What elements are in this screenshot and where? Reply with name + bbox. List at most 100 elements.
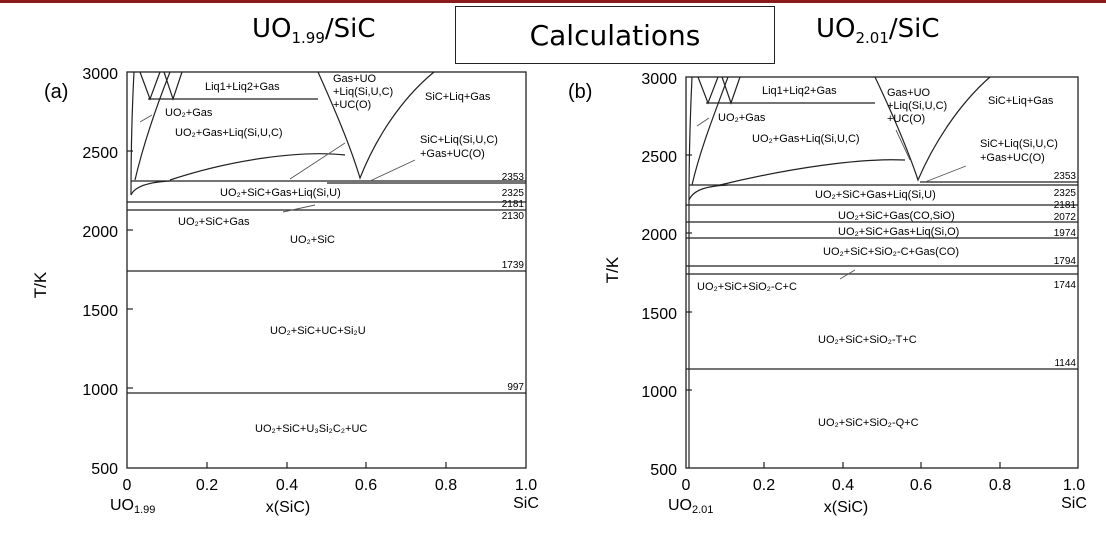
region-gas-uo2-3: +UC(O) (333, 99, 371, 111)
region-uo2-sic-sio2c-gas: UO₂+SiC+SiO₂-C+Gas(CO) (823, 246, 959, 258)
calculations-label: Calculations (529, 18, 701, 52)
region-uo2-gas: UO₂+Gas (718, 112, 766, 124)
liq-curve-b (719, 159, 906, 186)
region-uo2-sic-gas-liq: UO₂+SiC+Gas+Liq(Si,U) (220, 187, 341, 199)
panel-a-label: (a) (44, 81, 68, 103)
region-sic-liq-2: +Gas+UC(O) (420, 148, 485, 160)
eutectic-v-b (874, 76, 991, 182)
region-uo2-sic-sio2t-c: UO₂+SiC+SiO₂-T+C (818, 334, 917, 346)
temp-2353: 2353 (502, 172, 525, 183)
panel-b-xlabel: x(SiC) (824, 499, 868, 516)
region-uo2-sic-gas: UO₂+SiC+Gas (178, 216, 250, 228)
temp-2325: 2325 (1054, 188, 1077, 199)
temp-2130: 2130 (502, 211, 525, 222)
region-uo2-gas: UO₂+Gas (165, 107, 213, 119)
calculations-box: Calculations (455, 6, 775, 64)
temp-1974: 1974 (1054, 228, 1077, 239)
liq-dome-a (139, 71, 161, 101)
panel-b-temps: 2353 2325 2181 2072 1974 1794 1744 1144 (1054, 171, 1077, 369)
region-uo2-sic-u3si2c2-uc: UO₂+SiC+U₃Si₂C₂+UC (255, 423, 367, 435)
region-sic-liq-1: SiC+Liq(Si,U,C) (420, 134, 498, 146)
temp-2181: 2181 (502, 199, 525, 210)
panel-b-label: (b) (568, 81, 592, 103)
panel-b-left-end: UO2.01 (668, 497, 713, 516)
region-sic-liq-gas: SiC+Liq+Gas (988, 95, 1054, 107)
temp-2072: 2072 (1054, 212, 1077, 223)
panel-b-xticks: 0 0.2 0.4 0.6 0.8 1.0 (682, 477, 1086, 494)
panel-b-regions: Liq1+Liq2+Gas Gas+UO +Liq(Si,U,C) +UC(O)… (697, 85, 1058, 429)
xtick-1.0: 1.0 (515, 477, 537, 494)
temp-2181: 2181 (1054, 200, 1077, 211)
region-uo2-gas-liq: UO₂+Gas+Liq(Si,U,C) (175, 127, 283, 139)
xtick-0.6: 0.6 (355, 477, 377, 494)
small-curve-b (688, 184, 729, 201)
panel-a-ylabel: T/K (31, 271, 50, 298)
panel-b-right-end: SiC (1061, 495, 1087, 512)
top-accent-bar (0, 0, 1106, 3)
xtick-0.2: 0.2 (196, 477, 218, 494)
region-sic-liq-gas: SiC+Liq+Gas (425, 91, 491, 103)
uo2-liquidus-a (130, 71, 135, 196)
tick-1000: 1000 (641, 384, 677, 401)
tick-2000: 2000 (82, 224, 118, 241)
panel-a-xlabel: x(SiC) (266, 499, 310, 516)
panel-a-xticks: 0 0.2 0.4 0.6 0.8 1.0 (123, 477, 538, 494)
region-uo2-sic-gas-liq: UO₂+SiC+Gas+Liq(Si,U) (815, 189, 936, 201)
temp-1744: 1744 (1054, 280, 1077, 291)
xtick-0: 0 (682, 477, 691, 494)
region-liq1-liq2-gas: Liq1+Liq2+Gas (205, 81, 280, 93)
uo2-boundary-a (134, 71, 171, 181)
uo2-liquidus-b (688, 76, 693, 468)
panel-a-right-end: SiC (513, 495, 539, 512)
region-uo2-gas-liq: UO₂+Gas+Liq(Si,U,C) (752, 133, 860, 145)
tick-500: 500 (650, 462, 677, 479)
temp-1144: 1144 (1054, 358, 1076, 369)
tick-500: 500 (91, 461, 118, 478)
region-uo2-sic-uc-si2u: UO₂+SiC+UC+Si₂U (270, 325, 366, 337)
panel-a-yticks: 3000 2500 2000 1500 1000 500 (82, 66, 118, 478)
panel-b-ylabel: T/K (603, 256, 622, 283)
region-gas-uo2-2: +Liq(Si,U,C) (333, 86, 393, 98)
tick-3000: 3000 (82, 66, 118, 83)
panel-b-arrows (696, 117, 967, 280)
panel-a-left-end: UO1.99 (110, 497, 155, 516)
region-uo2-sic-gas-liq-sio: UO₂+SiC+Gas+Liq(Si,O) (838, 226, 959, 238)
temp-2353: 2353 (1054, 171, 1077, 182)
tick-2500: 2500 (641, 149, 677, 166)
region-sic-liq-2: +Gas+UC(O) (980, 152, 1045, 164)
liq-dome-b2 (721, 76, 741, 105)
xtick-0.8: 0.8 (989, 477, 1011, 494)
tick-1500: 1500 (82, 303, 118, 320)
panel-a-frame (126, 71, 527, 469)
temp-997: 997 (507, 382, 524, 393)
panel-a-regions: Liq1+Liq2+Gas Gas+UO +Liq(Si,U,C) +UC(O)… (165, 73, 498, 435)
tick-3000: 3000 (641, 71, 677, 88)
small-curve-a (130, 180, 171, 196)
panel-a-arrows (139, 114, 416, 213)
panel-a: (a) T/K 3000 2500 2000 1500 1000 500 0 0… (31, 66, 539, 516)
xtick-0.2: 0.2 (753, 477, 775, 494)
temp-1739: 1739 (502, 260, 525, 271)
region-gas-uo2-1: Gas+UO (887, 87, 931, 99)
region-uo2-sic-gas-co-sio: UO₂+SiC+Gas(CO,SiO) (838, 210, 955, 222)
xtick-0.4: 0.4 (832, 477, 854, 494)
panel-b-frame (685, 76, 1079, 469)
xtick-0.6: 0.6 (910, 477, 932, 494)
region-gas-uo2-2: +Liq(Si,U,C) (887, 100, 947, 112)
heading-uo199-sic: UO1.99/SiC (252, 14, 376, 48)
liq-dome-b1 (697, 76, 719, 105)
tick-1000: 1000 (82, 382, 118, 399)
region-gas-uo2-3: +UC(O) (887, 113, 925, 125)
region-uo2-sic: UO₂+SiC (290, 234, 335, 246)
panel-b-yticks: 3000 2500 2000 1500 1000 500 (641, 71, 677, 479)
xtick-0.4: 0.4 (276, 477, 298, 494)
region-uo2-sic-sio2c-c: UO₂+SiC+SiO₂-C+C (697, 281, 797, 293)
xtick-0.8: 0.8 (435, 477, 457, 494)
region-liq1-liq2-gas: Liq1+Liq2+Gas (762, 85, 837, 97)
liq-curve-a (169, 153, 346, 181)
liq-dome-b (163, 71, 183, 101)
eutectic-v-a (317, 71, 435, 180)
tick-2500: 2500 (82, 145, 118, 162)
region-sic-liq-1: SiC+Liq(Si,U,C) (980, 138, 1058, 150)
